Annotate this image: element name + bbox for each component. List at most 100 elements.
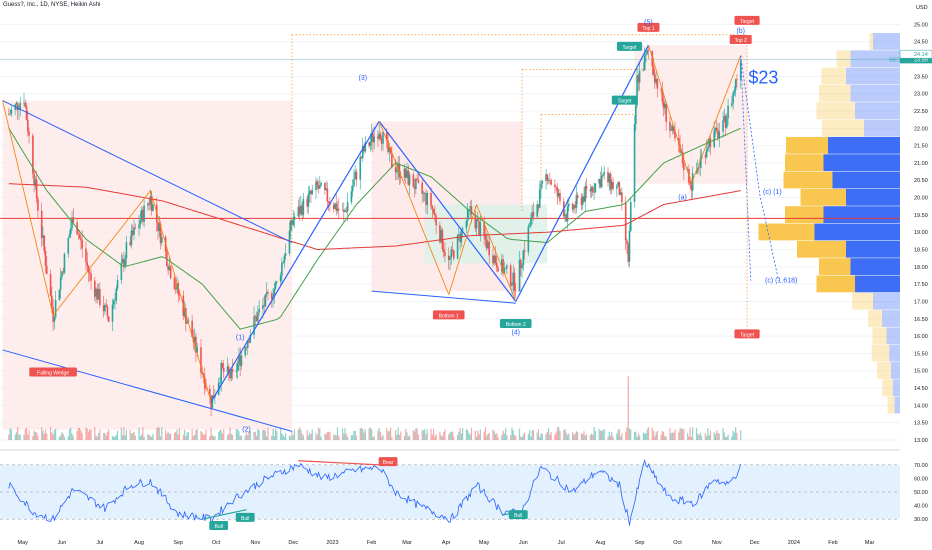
volume-bar (167, 431, 169, 440)
volume-bar (301, 433, 303, 440)
candle (40, 210, 43, 238)
candle (531, 212, 533, 218)
volume-bar (58, 436, 61, 440)
candle (432, 208, 435, 214)
candle (63, 253, 66, 273)
volume-bar (257, 429, 259, 440)
candle (739, 61, 742, 80)
wave-line (52, 190, 151, 316)
candle (518, 259, 521, 292)
candle (403, 168, 406, 178)
volume-profile-up-bar (783, 171, 833, 189)
volume-bar (170, 433, 172, 440)
candle (501, 259, 503, 272)
candle (297, 206, 300, 217)
volume-profile-down-bar (850, 258, 900, 275)
candle (236, 363, 239, 371)
top1-label: Top 1 (642, 26, 654, 32)
candle (652, 65, 655, 75)
wave-label: (c) (1) (763, 189, 782, 196)
candle (713, 130, 715, 148)
candle (565, 214, 568, 222)
bull-label-bg (235, 512, 255, 522)
candle (193, 336, 196, 342)
volume-bar (431, 434, 433, 440)
candle (568, 203, 570, 207)
wave-line (378, 121, 450, 295)
candle (114, 300, 116, 302)
volume-bar (740, 430, 742, 440)
wave-label: (5) (644, 19, 653, 26)
volume-bar (138, 427, 140, 440)
wave-label: (4) (511, 329, 520, 336)
candle (257, 312, 259, 322)
volume-profile-up-bar (872, 327, 887, 345)
candle (479, 222, 482, 236)
volume-bar (368, 428, 370, 440)
volume-bar (488, 432, 490, 440)
volume-bar (541, 433, 543, 440)
volume-bar (326, 432, 328, 440)
candle (612, 181, 614, 189)
volume-bar (707, 428, 709, 440)
candle (129, 242, 131, 246)
candle (456, 235, 459, 259)
volume-profile-up-bar (816, 275, 855, 293)
volume-bar (15, 432, 18, 440)
candle (523, 250, 526, 253)
candle (574, 205, 576, 208)
candle (397, 163, 399, 171)
candle (691, 173, 694, 191)
volume-bar (479, 429, 481, 440)
candle (434, 213, 436, 216)
volume-profile-down-bar (846, 67, 900, 85)
candle (191, 320, 193, 338)
volume-bar (550, 432, 552, 440)
candle (575, 195, 578, 208)
volume-profile-up-bar (882, 379, 893, 397)
volume-bar (671, 432, 674, 440)
candle (150, 196, 153, 211)
candle (130, 230, 133, 246)
last-price-tag: 23.99 (914, 57, 928, 63)
candle (699, 159, 702, 168)
rsi-tick: 50.00 (914, 490, 928, 496)
volume-bar (417, 434, 419, 440)
candle (34, 179, 37, 186)
volume-bar (388, 431, 390, 440)
bear-label-bg (378, 457, 398, 467)
volume-bar (681, 429, 684, 440)
volume-bar (253, 431, 255, 440)
volume-bar (599, 430, 602, 440)
volume-bar (664, 436, 666, 440)
sma-long-line (8, 183, 741, 250)
volume-bar (168, 433, 170, 440)
volume-profile-up-bar (800, 188, 846, 206)
candle (238, 355, 240, 364)
candle (226, 366, 229, 373)
time-tick: Mar (402, 540, 412, 546)
projection-line (759, 194, 780, 281)
volume-bar (226, 435, 229, 440)
candle (315, 181, 317, 191)
volume-bar (627, 376, 629, 440)
candle (62, 271, 65, 273)
volume-bar (291, 430, 293, 440)
volume-bar (554, 434, 556, 440)
volume-bar (231, 434, 234, 440)
price-tick: 15.50 (914, 351, 928, 357)
volume-bar (283, 436, 286, 440)
candle (370, 133, 373, 142)
candle (483, 222, 485, 236)
candle (94, 280, 96, 297)
candle (492, 255, 494, 264)
candle (698, 167, 700, 169)
candle (494, 255, 497, 264)
candle (724, 116, 727, 128)
volume-bar (96, 436, 98, 440)
volume-bar (196, 429, 198, 440)
price-tick: 25.00 (914, 22, 928, 28)
top2-label: Top 2 (735, 38, 747, 44)
candle (284, 253, 287, 256)
